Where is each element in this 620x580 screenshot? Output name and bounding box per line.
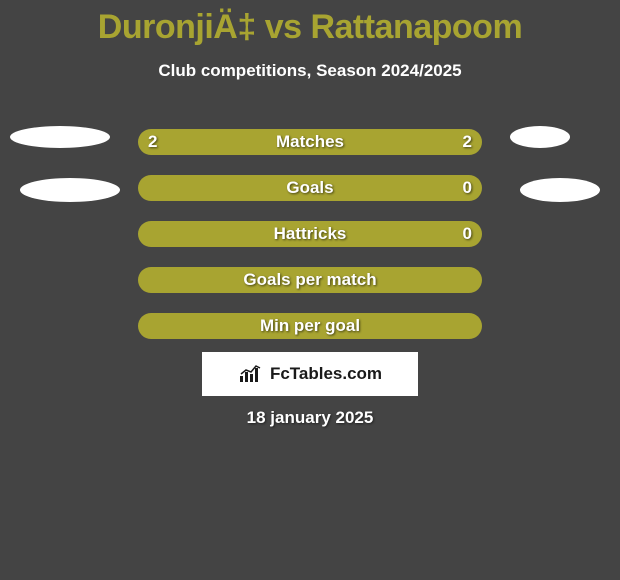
stat-label: Hattricks — [138, 221, 482, 247]
stats-rows: 2 Matches 2 Goals 0 Hattricks 0 Goals pe… — [0, 119, 620, 349]
ellipse-left-1 — [10, 126, 110, 148]
ellipse-right-2 — [520, 178, 600, 202]
stat-value-right: 2 — [463, 129, 472, 155]
stat-label: Goals — [138, 175, 482, 201]
stat-label: Goals per match — [138, 267, 482, 293]
stat-row-goals-per-match: Goals per match — [0, 257, 620, 303]
stat-label: Min per goal — [138, 313, 482, 339]
subtitle: Club competitions, Season 2024/2025 — [0, 61, 620, 81]
ellipse-left-2 — [20, 178, 120, 202]
page-title: DuronjiÄ‡ vs Rattanapoom — [0, 0, 620, 47]
ellipse-right-1 — [510, 126, 570, 148]
stat-row-hattricks: Hattricks 0 — [0, 211, 620, 257]
date-text: 18 january 2025 — [0, 408, 620, 428]
footer-brand-text: FcTables.com — [270, 364, 382, 384]
chart-icon — [238, 364, 264, 384]
footer-badge[interactable]: FcTables.com — [202, 352, 418, 396]
stat-row-min-per-goal: Min per goal — [0, 303, 620, 349]
stat-value-right: 0 — [463, 221, 472, 247]
stat-value-right: 0 — [463, 175, 472, 201]
stat-label: Matches — [138, 129, 482, 155]
